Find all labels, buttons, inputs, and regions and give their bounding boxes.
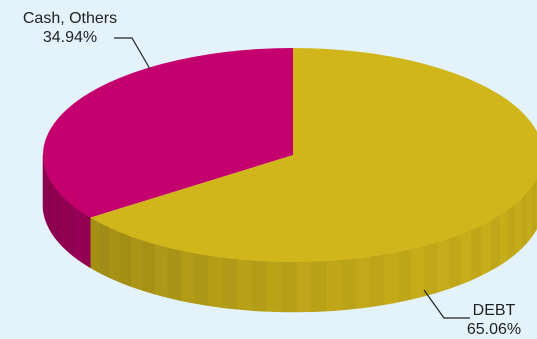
pie-side-wall-cash-others — [47, 174, 52, 233]
pie-side-wall-debt — [89, 217, 100, 274]
pie-side-wall-debt — [526, 185, 533, 244]
pie-side-wall-debt — [167, 247, 181, 301]
pie-side-wall-debt — [295, 261, 312, 313]
pie-side-wall-debt — [507, 203, 516, 261]
pie-side-wall-debt — [514, 197, 522, 255]
pie-side-wall-cash-others — [66, 199, 74, 257]
pie-slice-cash-others — [42, 48, 294, 218]
slice-label-cash-others-name: Cash, Others — [22, 10, 118, 27]
pie-side-wall-debt — [236, 258, 252, 311]
pie-side-walls — [42, 154, 537, 313]
pie-side-wall-cash-others — [73, 205, 82, 263]
pie-side-wall-debt — [325, 259, 342, 312]
leader-line-cash-others — [114, 37, 151, 70]
pie-side-wall-debt — [480, 220, 491, 276]
pie-side-wall-debt — [99, 222, 110, 278]
slice-label-debt-name: DEBT — [472, 302, 516, 319]
pie-side-wall-debt — [448, 234, 461, 290]
pie-side-wall-cash-others — [50, 180, 56, 239]
pie-side-wall-debt — [180, 250, 195, 304]
pie-side-wall-cash-others — [54, 186, 61, 245]
pie-side-wall-debt — [221, 257, 238, 310]
slice-label-cash-others: Cash, Others 34.94% — [6, 9, 134, 47]
slice-label-debt-value: 65.06% — [466, 321, 522, 338]
pie-side-wall-debt — [521, 191, 528, 250]
pie-side-wall-debt — [436, 238, 449, 293]
pie-side-wall-debt — [119, 231, 132, 287]
pie-side-wall-debt — [310, 260, 327, 313]
pie-side-wall-debt — [459, 229, 472, 286]
pie-side-wall-debt — [207, 255, 223, 308]
pie-side-wall-debt — [410, 245, 425, 300]
pie-side-wall-debt — [108, 227, 120, 283]
pie-side-wall-debt — [531, 179, 537, 238]
slice-label-cash-others-value: 34.94% — [42, 29, 98, 46]
pie-side-wall-debt — [499, 209, 508, 266]
pie-side-wall-debt — [490, 214, 500, 272]
pie-side-wall-debt — [154, 243, 168, 298]
pie-side-wall-cash-others — [60, 193, 67, 251]
label-leader-lines — [114, 37, 470, 319]
pie-side-wall-debt — [280, 261, 297, 313]
slice-label-debt: DEBT 65.06% — [456, 301, 532, 339]
pie-side-wall-debt — [397, 248, 412, 303]
pie-side-wall-debt — [340, 258, 356, 311]
pie-side-wall-cash-others — [81, 211, 91, 269]
pie-side-wall-debt — [193, 252, 209, 306]
pie-slice-debt — [90, 48, 537, 262]
pie-side-wall-debt — [142, 239, 155, 295]
pie-side-wall-debt — [130, 235, 143, 291]
pie-side-wall-debt — [251, 260, 267, 312]
pie-side-wall-debt — [369, 254, 385, 308]
leader-line-debt — [423, 289, 470, 319]
pie-side-wall-debt — [383, 251, 399, 306]
pie-side-wall-debt — [265, 261, 282, 313]
pie-side-wall-cash-others — [44, 168, 48, 226]
pie-side-wall-debt — [355, 256, 371, 309]
pie-side-wall-debt — [470, 225, 482, 281]
pie-top-faces — [42, 48, 537, 262]
pie-side-wall-debt — [423, 242, 437, 297]
